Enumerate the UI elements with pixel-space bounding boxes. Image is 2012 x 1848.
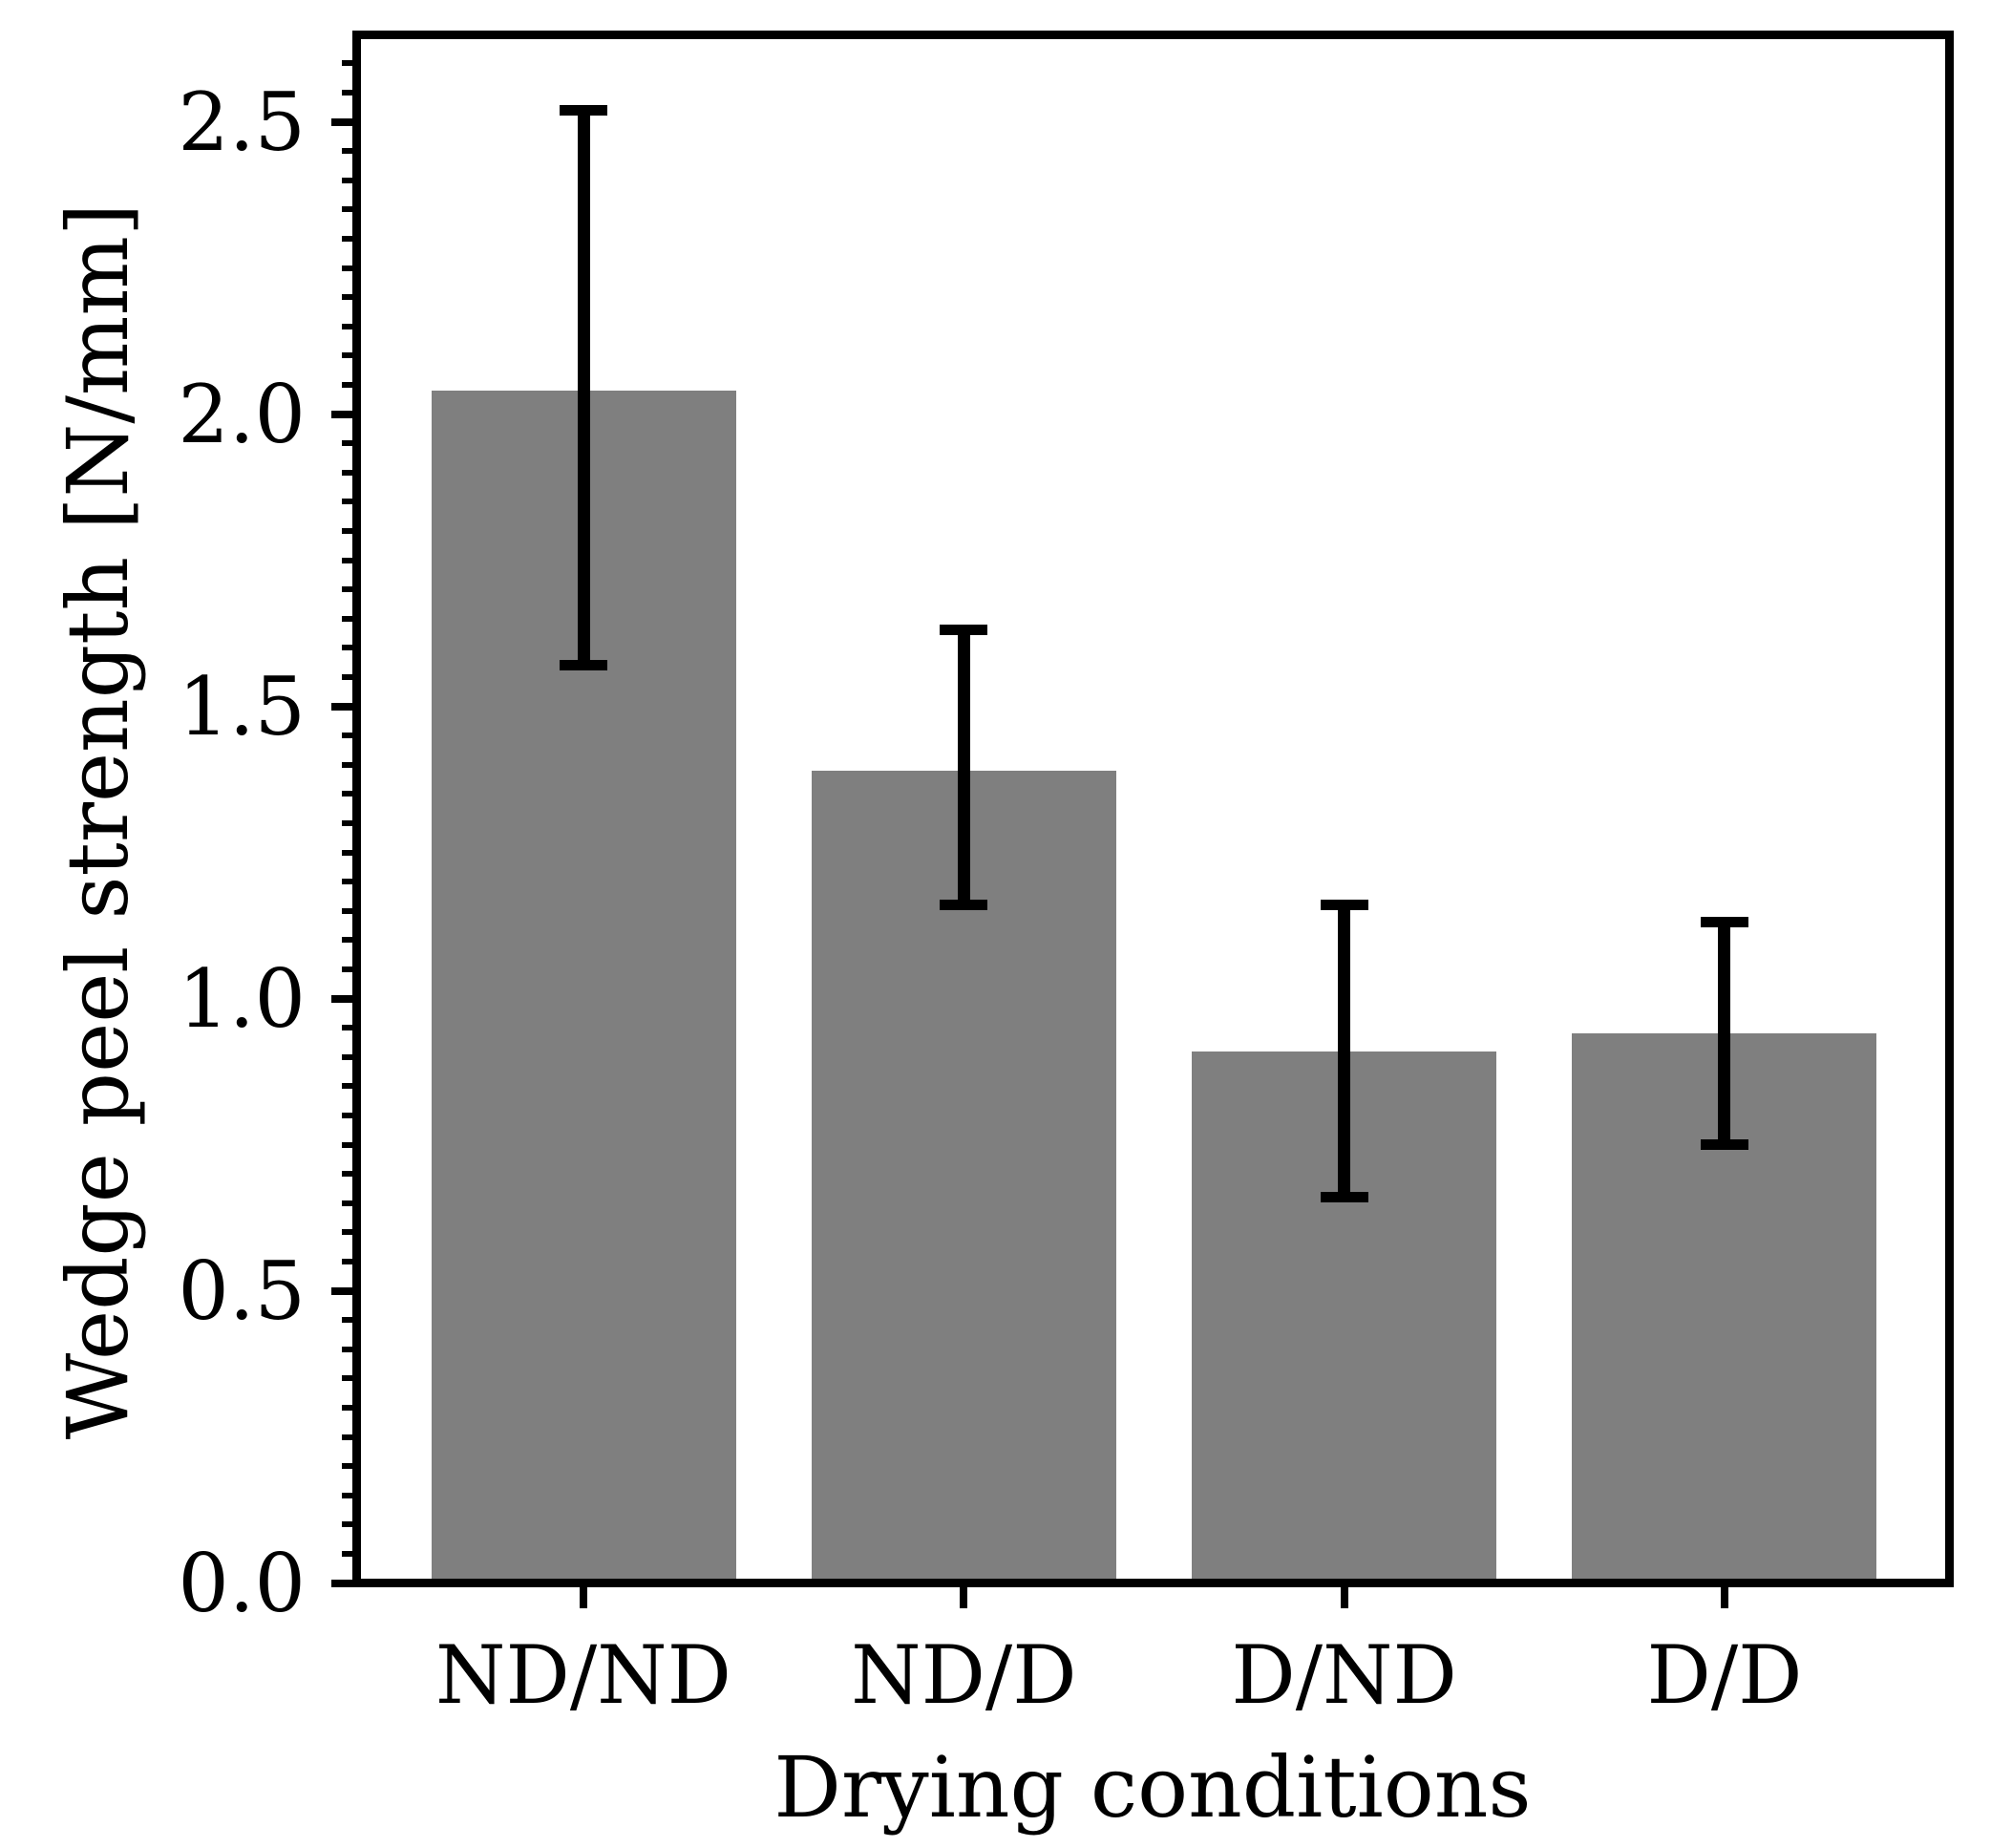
y-minor-tick <box>342 1463 352 1470</box>
error-bar-top-cap-d-d <box>1700 917 1748 928</box>
error-bar-line-nd-d <box>957 629 970 905</box>
error-bar-top-cap-nd-d <box>940 625 988 636</box>
y-minor-tick <box>342 499 352 505</box>
y-minor-tick <box>342 294 352 301</box>
y-major-tick <box>331 702 352 711</box>
y-minor-tick <box>342 1317 352 1324</box>
x-tick-label: D/D <box>1646 1628 1803 1722</box>
y-minor-tick <box>342 615 352 622</box>
y-minor-tick <box>342 352 352 359</box>
y-minor-tick <box>342 235 352 242</box>
y-tick-label: 1.0 <box>178 951 306 1046</box>
y-minor-tick <box>342 148 352 155</box>
x-major-tick <box>960 1587 968 1608</box>
y-minor-tick <box>342 527 352 534</box>
y-major-tick <box>331 994 352 1003</box>
error-bar-bottom-cap-d-nd <box>1320 1192 1368 1203</box>
error-bar-top-cap-nd-nd <box>560 104 607 116</box>
y-minor-tick <box>342 849 352 856</box>
y-tick-label: 2.5 <box>178 74 306 169</box>
error-bar-bottom-cap-nd-nd <box>560 660 607 671</box>
x-tick-label: ND/D <box>851 1628 1077 1722</box>
error-bar-line-d-d <box>1718 922 1731 1145</box>
y-minor-tick <box>342 586 352 593</box>
y-minor-tick <box>342 557 352 563</box>
y-minor-tick <box>342 206 352 213</box>
y-minor-tick <box>342 1053 352 1060</box>
y-major-tick <box>331 1286 352 1295</box>
y-minor-tick <box>342 1404 352 1411</box>
y-minor-tick <box>342 1171 352 1178</box>
y-minor-tick <box>342 469 352 476</box>
y-minor-tick <box>342 937 352 944</box>
y-minor-tick <box>342 265 352 271</box>
y-minor-tick <box>342 323 352 329</box>
y-minor-tick <box>342 1229 352 1236</box>
x-axis-label: Drying conditions <box>773 1738 1532 1837</box>
y-tick-label: 1.5 <box>178 659 306 754</box>
x-major-tick <box>1340 1587 1348 1608</box>
y-minor-tick <box>342 1375 352 1382</box>
y-minor-tick <box>342 1521 352 1528</box>
y-major-tick <box>331 117 352 126</box>
y-major-tick <box>331 410 352 418</box>
y-tick-label: 0.0 <box>178 1536 306 1630</box>
error-bar-line-d-nd <box>1338 904 1351 1198</box>
y-minor-tick <box>342 177 352 183</box>
error-bar-bottom-cap-nd-d <box>940 900 988 911</box>
y-minor-tick <box>342 1025 352 1031</box>
y-minor-tick <box>342 60 352 67</box>
y-minor-tick <box>342 966 352 972</box>
y-minor-tick <box>342 1492 352 1498</box>
y-minor-tick <box>342 1258 352 1264</box>
x-tick-label: D/ND <box>1231 1628 1457 1722</box>
y-minor-tick <box>342 1083 352 1090</box>
y-minor-tick <box>342 645 352 651</box>
y-minor-tick <box>342 907 352 914</box>
y-minor-tick <box>342 819 352 826</box>
y-minor-tick <box>342 1346 352 1352</box>
y-minor-tick <box>342 791 352 797</box>
y-minor-tick <box>342 673 352 680</box>
error-bar-bottom-cap-d-d <box>1700 1139 1748 1150</box>
x-major-tick <box>1720 1587 1728 1608</box>
x-tick-label: ND/ND <box>435 1628 731 1722</box>
y-minor-tick <box>342 89 352 96</box>
y-minor-tick <box>342 879 352 885</box>
y-minor-tick <box>342 1141 352 1148</box>
y-minor-tick <box>342 761 352 768</box>
error-bar-top-cap-d-nd <box>1320 900 1368 911</box>
y-major-tick <box>331 1579 352 1587</box>
y-tick-label: 0.5 <box>178 1243 306 1338</box>
y-minor-tick <box>342 1112 352 1118</box>
y-minor-tick <box>342 1200 352 1206</box>
y-minor-tick <box>342 381 352 388</box>
x-major-tick <box>580 1587 587 1608</box>
error-bar-line-nd-nd <box>577 110 590 666</box>
y-minor-tick <box>342 733 352 739</box>
y-tick-label: 2.0 <box>178 367 306 461</box>
y-minor-tick <box>342 1434 352 1440</box>
y-minor-tick <box>342 1550 352 1557</box>
y-minor-tick <box>342 440 352 447</box>
